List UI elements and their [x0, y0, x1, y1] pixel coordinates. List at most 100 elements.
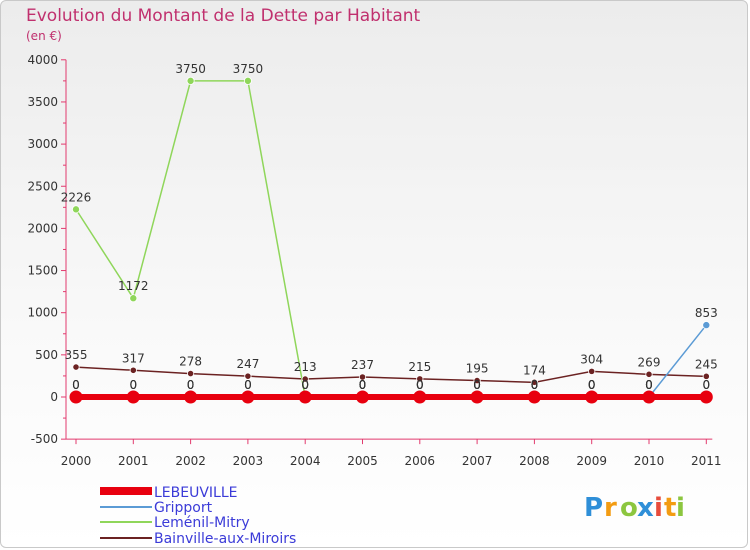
series-point-2 [72, 205, 81, 214]
series-point-3 [645, 370, 653, 378]
data-label: 0 [473, 378, 481, 392]
chart-title: Evolution du Montant de la Dette par Hab… [26, 6, 421, 26]
logo-letter: x [637, 493, 654, 523]
x-tick-label: 2003 [233, 454, 264, 468]
data-label: 0 [702, 378, 710, 392]
data-label: 0 [645, 378, 653, 392]
logo-letter: t [664, 493, 676, 523]
data-label: 0 [359, 378, 367, 392]
series-point-2 [129, 294, 138, 303]
series-point-3 [530, 378, 539, 386]
y-tick-label: 1000 [27, 306, 58, 320]
chart-subtitle: (en €) [26, 29, 62, 43]
data-label: 0 [473, 378, 481, 392]
data-label: 0 [416, 378, 424, 392]
data-label: 0 [473, 378, 481, 392]
data-label: 355 [65, 348, 88, 362]
x-tick-label: 2009 [576, 454, 607, 468]
data-label: 0 [129, 378, 137, 392]
series-point-3 [358, 373, 367, 381]
legend: LEBEUVILLEGripportLeménil-MitryBainville… [100, 485, 296, 547]
series-point-3 [187, 369, 195, 378]
series-point-3 [473, 376, 481, 385]
series-line-1 [76, 324, 707, 398]
x-tick-label: 2004 [290, 454, 321, 468]
data-label: 0 [588, 378, 596, 392]
series-point-lebeuville [585, 390, 599, 404]
series-line-3 [75, 366, 707, 384]
data-label: 0 [187, 378, 195, 392]
y-tick-label: 2000 [27, 221, 58, 235]
data-label: 0 [244, 378, 252, 392]
data-label: 317 [122, 351, 145, 365]
series-point-3 [244, 372, 252, 380]
y-tick-label: 1500 [27, 264, 58, 278]
legend-label: Bainville-aux-Miroirs [154, 531, 296, 547]
data-label: 0 [645, 378, 653, 392]
series-point-lebeuville [470, 390, 484, 404]
series-point-lebeuville [642, 390, 656, 404]
x-tick-label: 2006 [405, 454, 436, 468]
data-label: 213 [294, 360, 317, 374]
data-label: 2226 [61, 190, 92, 204]
x-tick-label: 2011 [691, 454, 722, 468]
data-label: 0 [702, 378, 710, 392]
logo-letter: P [584, 493, 603, 523]
series-point-lebeuville [241, 390, 255, 404]
data-label: 0 [72, 378, 80, 392]
series-point-2 [186, 76, 195, 85]
data-label: 0 [301, 378, 309, 392]
x-tick-label: 2000 [61, 454, 92, 468]
data-label: 0 [244, 378, 252, 392]
data-label: 0 [531, 378, 539, 392]
legend-swatch-lebeuville [100, 487, 152, 495]
axes: -500 0 500 1000 1500 2000 2500 3000 3500 4000 2000… [27, 53, 721, 468]
data-label: 3750 [175, 62, 206, 76]
data-label: 0 [72, 378, 80, 392]
series-point-lebeuville [298, 390, 312, 404]
series-point-3 [72, 363, 80, 371]
series-point-3 [301, 375, 309, 383]
series-point-lebeuville [126, 390, 140, 404]
data-label: 245 [695, 357, 718, 371]
y-tick-label: 3000 [27, 137, 58, 151]
data-label: 269 [638, 355, 661, 369]
data-label: 0 [416, 378, 424, 392]
series-point-3 [702, 372, 710, 380]
data-label: 0 [359, 378, 367, 392]
data-label: 0 [531, 378, 539, 392]
x-tick-label: 2010 [634, 454, 665, 468]
series-point-2 [243, 76, 252, 85]
series-point-3 [416, 375, 424, 383]
series-point-lebeuville [184, 390, 198, 404]
series-point-1 [702, 321, 711, 330]
x-tick-label: 2008 [519, 454, 550, 468]
data-label: 215 [408, 360, 431, 374]
y-tick-label: -500 [31, 432, 58, 446]
data-label: 174 [523, 363, 546, 377]
y-tick-label: 4000 [27, 53, 58, 67]
data-label: 3750 [233, 62, 264, 76]
data-label: 0 [187, 378, 195, 392]
series-point-3 [129, 366, 137, 374]
logo-letter: i [676, 493, 685, 523]
data-label: 0 [359, 378, 367, 392]
series-point-lebeuville [527, 390, 541, 404]
legend-label: Gripport [154, 500, 213, 516]
x-tick-label: 2001 [118, 454, 149, 468]
data-label: 0 [531, 378, 539, 392]
data-label: 195 [466, 362, 489, 376]
data-label: 0 [416, 378, 424, 392]
data-label: 0 [301, 378, 309, 392]
y-tick-label: 2500 [27, 179, 58, 193]
data-label: 0 [129, 378, 137, 392]
data-label: 0 [588, 378, 596, 392]
data-label: 1172 [118, 279, 149, 293]
series-point-lebeuville [413, 390, 427, 404]
legend-label: Leménil-Mitry [154, 515, 250, 531]
data-label: 247 [236, 357, 259, 371]
